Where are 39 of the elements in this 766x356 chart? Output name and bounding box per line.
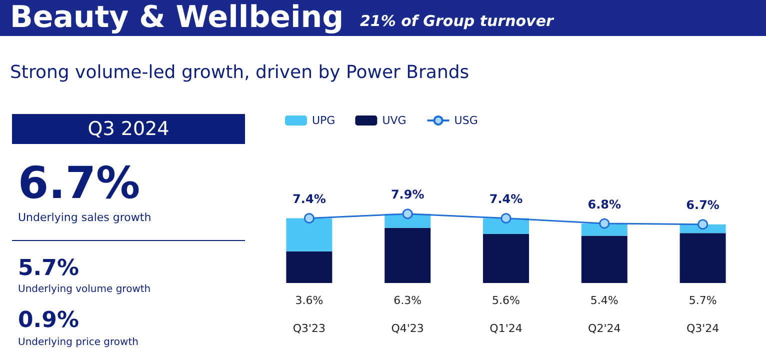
bar [384,228,431,283]
text: Underlying sales growth [18,211,152,224]
x-tick-label: Q3'23 [292,322,326,335]
legend-label: UVG [382,114,406,127]
bar [680,233,726,283]
text: Underlying price growth [18,337,138,348]
chart-subtitle: 21% of Group turnover [360,12,554,30]
point [698,219,708,230]
data-label: 7.9% [390,188,424,202]
bar [483,234,529,283]
text: Underlying volume growth [18,284,151,295]
data-label: 3.6% [295,294,324,307]
data-label: 5.6% [492,294,520,307]
data-label: 5.7% [688,294,717,307]
text: 6.7% [18,158,140,209]
x-tick-label: Q3'24 [686,322,720,335]
point [304,213,314,224]
legend-label: UPG [312,114,336,127]
bar [286,218,332,252]
data-label: 7.4% [292,192,326,206]
text: 0.9% [18,308,80,333]
data-label: 7.4% [489,192,523,206]
text: Q3 2024 [12,114,245,144]
x-tick-label: Q4'23 [391,322,424,335]
point [402,208,413,220]
chart-title: Beauty & Wellbeing [10,0,344,35]
bar [286,252,332,283]
point [599,218,610,229]
text: Strong volume-led growth, driven by Power Brands [10,62,470,83]
text: 5.7% [18,256,80,281]
data-label: 6.8% [588,197,622,212]
legend-label: USG [454,114,478,127]
data-label: 6.7% [686,198,720,212]
data-label: 6.3% [394,294,422,307]
x-tick-label: Q1'24 [490,322,522,335]
x-tick-label: Q2'24 [588,322,621,335]
bar [581,236,628,283]
point [500,213,512,224]
data-label: 5.4% [590,294,618,307]
